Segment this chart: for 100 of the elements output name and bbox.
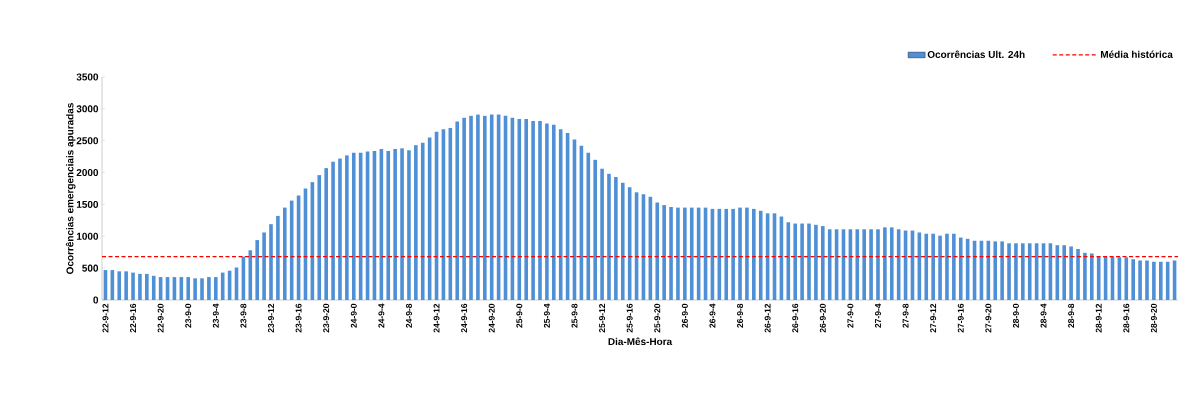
x-axis-title: Dia-Mês-Hora (608, 337, 673, 346)
y-axis-title: Ocorrências emergenciais apuradas (65, 103, 76, 274)
bar (683, 207, 687, 300)
bar (262, 232, 266, 300)
x-tick-label: 28-9-0 (1012, 303, 1019, 328)
bar (1021, 243, 1025, 300)
y-tick-label: 3000 (76, 105, 99, 113)
x-tick-label: 22-9-16 (130, 303, 137, 333)
x-tick-label: 23-9-0 (185, 303, 192, 328)
x-tick-label: 27-9-12 (930, 303, 937, 333)
x-tick-label: 25-9-0 (516, 303, 523, 328)
bar (689, 207, 694, 300)
bar (1145, 260, 1149, 300)
bar (324, 168, 328, 300)
bar (931, 233, 935, 300)
x-tick-label: 24-9-20 (488, 303, 495, 333)
bar (193, 278, 197, 300)
bar (793, 223, 798, 300)
bar (800, 223, 804, 300)
bar (538, 120, 542, 300)
bar (1158, 261, 1163, 300)
bar (1014, 243, 1018, 300)
bar (958, 237, 963, 300)
x-tick-label: 23-9-8 (240, 303, 247, 328)
y-tick-label: 3500 (76, 73, 99, 81)
bar (1090, 253, 1094, 300)
bar (420, 142, 425, 300)
y-tick-label: 1500 (76, 200, 99, 208)
bar (117, 271, 122, 300)
legend-label: Ocorrências Ult. 24h (927, 50, 1025, 59)
bar (276, 215, 280, 300)
bar (1131, 259, 1135, 300)
bar (1000, 241, 1004, 300)
bar (945, 233, 949, 300)
x-tick-label: 25-9-16 (626, 303, 633, 333)
bar (655, 202, 660, 300)
bar (338, 158, 342, 300)
bar (1027, 243, 1032, 300)
bar (455, 121, 460, 300)
x-tick-label: 25-9-4 (543, 303, 550, 328)
bar (407, 150, 411, 300)
x-tick-label: 23-9-20 (323, 303, 330, 333)
x-tick-label: 27-9-8 (902, 303, 909, 328)
bar (731, 208, 735, 300)
x-tick-label: 26-9-4 (709, 303, 716, 328)
bar (1138, 260, 1142, 300)
x-tick-label: 27-9-4 (874, 303, 881, 328)
bar (745, 207, 749, 300)
bar (869, 229, 873, 300)
bar (924, 233, 929, 300)
bar (883, 227, 887, 300)
x-tick-label: 24-9-0 (350, 303, 357, 328)
bar (138, 273, 142, 300)
bar (469, 115, 473, 300)
bar (862, 229, 866, 300)
x-tick-label: 26-9-12 (764, 303, 771, 333)
bar (255, 240, 259, 300)
bar (531, 120, 535, 300)
bar (600, 168, 604, 300)
bar (1076, 249, 1080, 300)
bar (952, 233, 956, 300)
x-tick-label: 24-9-12 (433, 303, 440, 333)
legend-label: Média histórica (1100, 50, 1173, 58)
bar (821, 226, 825, 300)
x-tick-label: 27-9-16 (957, 303, 964, 333)
x-tick-label: 25-9-12 (599, 303, 606, 333)
x-tick-label: 28-9-16 (1123, 303, 1130, 333)
bar (524, 119, 528, 300)
bar (200, 278, 204, 300)
x-tick-label: 28-9-12 (1095, 303, 1102, 333)
y-tick-label: 2000 (76, 169, 99, 177)
bar (1124, 257, 1129, 300)
bar (345, 155, 349, 300)
y-tick-label: 0 (93, 296, 99, 304)
bar (124, 271, 128, 300)
x-tick-label: 27-9-0 (847, 303, 854, 328)
y-tick-label: 500 (82, 264, 99, 272)
x-tick-label: 26-9-0 (681, 303, 688, 328)
bar (551, 124, 556, 300)
bar (593, 159, 597, 300)
bar (938, 235, 942, 300)
bar (400, 148, 404, 300)
bar (489, 114, 494, 300)
x-tick-label: 24-9-16 (461, 303, 468, 333)
bar (738, 207, 742, 300)
bar (607, 173, 611, 300)
x-tick-label: 28-9-8 (1068, 303, 1075, 328)
x-tick-label: 23-9-4 (212, 303, 219, 328)
x-tick-label: 23-9-12 (267, 303, 274, 333)
bar (393, 149, 397, 300)
bar (1083, 252, 1087, 300)
bar (620, 182, 625, 300)
bar (676, 207, 680, 300)
bar (151, 275, 156, 300)
x-tick-label: 26-9-20 (819, 303, 826, 333)
x-tick-label: 23-9-16 (295, 303, 302, 333)
bar (758, 210, 763, 300)
bar (1069, 246, 1073, 300)
bar (1096, 256, 1101, 300)
bar (331, 161, 335, 300)
